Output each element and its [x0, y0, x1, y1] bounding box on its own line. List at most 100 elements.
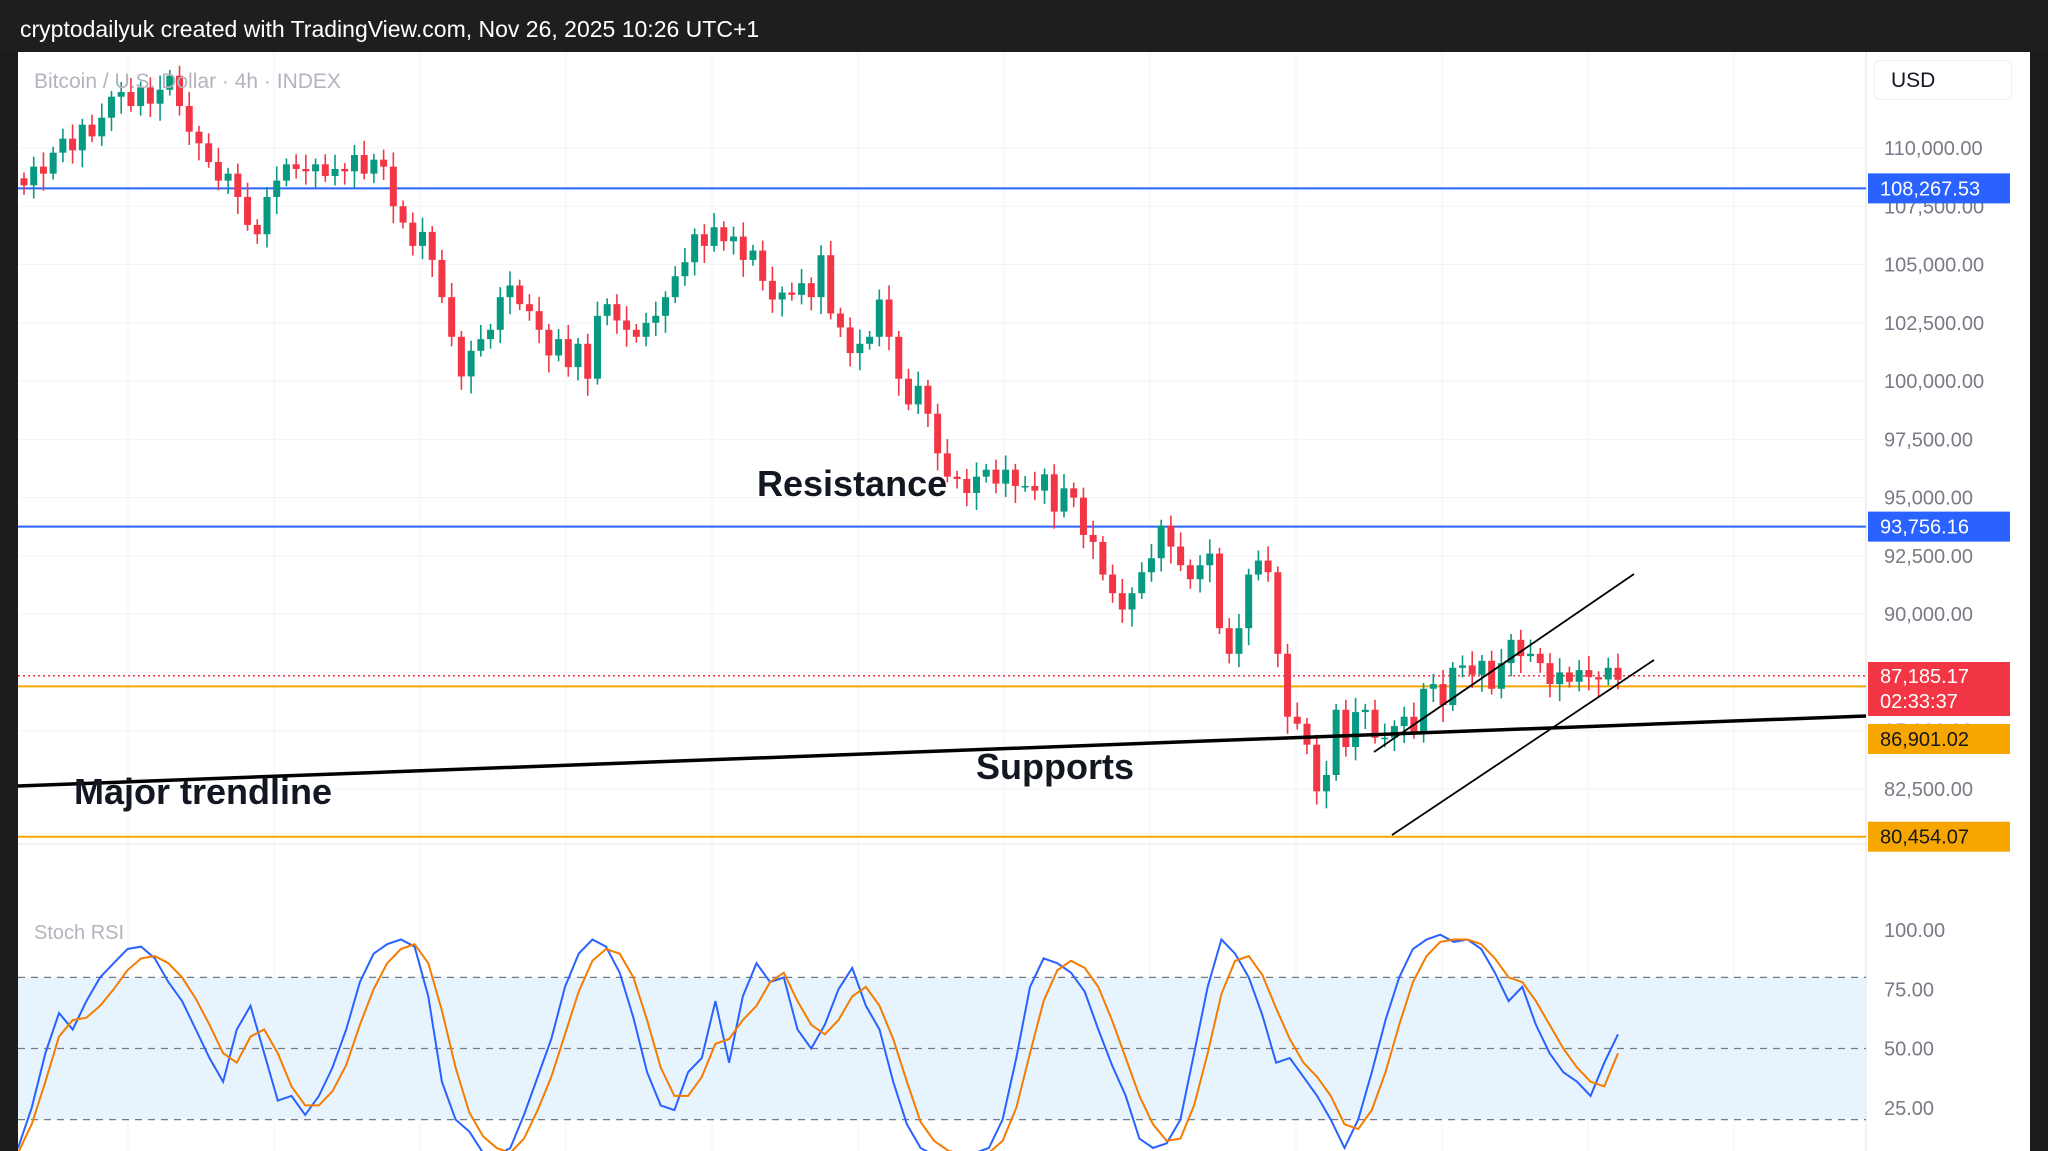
candle-body: [642, 322, 650, 337]
level-price-tag-text: 86,901.02: [1880, 729, 1969, 751]
candle-body: [1293, 716, 1301, 724]
stoch-axis-tick-label: 100.00: [1884, 920, 1945, 942]
candle-body: [1167, 525, 1175, 547]
candle-body: [1429, 684, 1437, 689]
price-axis-tick-label: 102,500.00: [1884, 313, 1984, 335]
candle-body: [1089, 534, 1097, 542]
candle-body: [409, 222, 417, 246]
candle-body: [992, 469, 1000, 484]
candle-body: [564, 339, 572, 368]
candle-body: [477, 339, 485, 351]
candle-body: [185, 106, 193, 132]
price-axis[interactable]: [1867, 52, 2030, 1151]
candle-body: [1206, 553, 1214, 566]
candle-body: [137, 87, 145, 107]
candle-body: [1070, 488, 1078, 498]
candle-body: [1342, 709, 1350, 748]
chart-canvas[interactable]: 110,000.00107,500.00105,000.00102,500.00…: [18, 52, 2030, 1151]
candle-body: [778, 292, 786, 300]
candle-body: [282, 164, 290, 181]
candle-body: [720, 227, 728, 242]
candle-body: [399, 206, 407, 223]
channel-upper-line[interactable]: [1373, 573, 1635, 753]
attribution-text: cryptodailyuk created with TradingView.c…: [20, 16, 760, 42]
candle-body: [1546, 663, 1554, 685]
candle-body: [1196, 565, 1204, 580]
candle-body: [924, 385, 932, 414]
candle-body: [78, 124, 86, 151]
price-axis-tick-label: 95,000.00: [1884, 488, 1973, 510]
candle-body: [535, 311, 543, 330]
candle-body: [273, 180, 281, 197]
candle-body: [195, 131, 203, 144]
candle-body: [321, 164, 329, 176]
candle-body: [117, 92, 125, 97]
candle-body: [1118, 593, 1126, 610]
symbol-label: Bitcoin / U.S. Dollar · 4h · INDEX: [34, 70, 341, 93]
candle-body: [146, 87, 154, 104]
candle-body: [1128, 593, 1136, 610]
candle-body: [973, 476, 981, 493]
candle-body: [1284, 653, 1292, 717]
candle-body: [244, 196, 252, 225]
candle-body: [1050, 474, 1058, 512]
candle-body: [59, 138, 67, 153]
candle-body: [1313, 744, 1321, 792]
candle-body: [1390, 726, 1398, 738]
candle-body: [730, 236, 738, 242]
candle-body: [1274, 572, 1282, 654]
candle-body: [360, 154, 368, 174]
candle-body: [593, 315, 601, 379]
price-axis-tick-label: 100,000.00: [1884, 371, 1984, 393]
candle-body: [30, 166, 38, 186]
candle-body: [1439, 684, 1447, 706]
channel-lower-line[interactable]: [1391, 659, 1655, 836]
candle-body: [866, 336, 874, 344]
candle-body: [963, 478, 971, 493]
candle-body: [1381, 737, 1389, 740]
candle-body: [341, 168, 349, 172]
candle-body: [759, 250, 767, 281]
currency-selector[interactable]: USD: [1874, 60, 2012, 100]
candle-body: [1109, 574, 1117, 594]
candle-body: [1585, 670, 1593, 678]
price-axis-tick-label: 105,000.00: [1884, 255, 1984, 277]
candle-body: [1147, 558, 1155, 573]
candle-body: [166, 75, 174, 90]
candle-body: [1099, 541, 1107, 575]
candle-body: [671, 276, 679, 298]
candle-body: [817, 255, 825, 298]
candle-body: [467, 350, 475, 377]
candle-body: [623, 320, 631, 330]
candle-body: [1011, 469, 1019, 486]
candle-body: [584, 343, 592, 379]
candle-body: [49, 152, 57, 174]
price-axis-tick-label: 82,500.00: [1884, 779, 1973, 801]
candle-body: [788, 292, 796, 295]
candle-body: [331, 168, 339, 176]
last-price-value: 87,185.17: [1880, 666, 1969, 688]
candle-body: [1332, 709, 1340, 776]
candle-body: [836, 313, 844, 328]
attribution-header: cryptodailyuk created with TradingView.c…: [0, 0, 2048, 52]
candle-body: [389, 166, 397, 207]
candle-body: [1458, 665, 1466, 668]
candle-body: [205, 143, 213, 162]
candle-body: [370, 159, 378, 174]
candle-body: [807, 283, 815, 298]
candle-body: [545, 329, 553, 356]
candle-body: [1468, 665, 1476, 675]
major-trendline[interactable]: [18, 714, 1867, 788]
stoch-d-line: [18, 938, 1619, 1151]
candle-body: [1536, 653, 1544, 664]
candle-body: [88, 124, 96, 137]
chart-frame[interactable]: 110,000.00 107,500.00 105,000.00 102,500.00…: [18, 52, 2030, 1151]
candle-body: [846, 327, 854, 354]
candle-body: [98, 117, 106, 137]
candle-body: [224, 173, 232, 181]
candle-body: [1186, 565, 1194, 580]
price-axis-tick-label: 92,500.00: [1884, 546, 1973, 568]
candle-body: [263, 196, 271, 235]
candle-body: [1235, 628, 1243, 654]
candle-body: [69, 138, 77, 151]
